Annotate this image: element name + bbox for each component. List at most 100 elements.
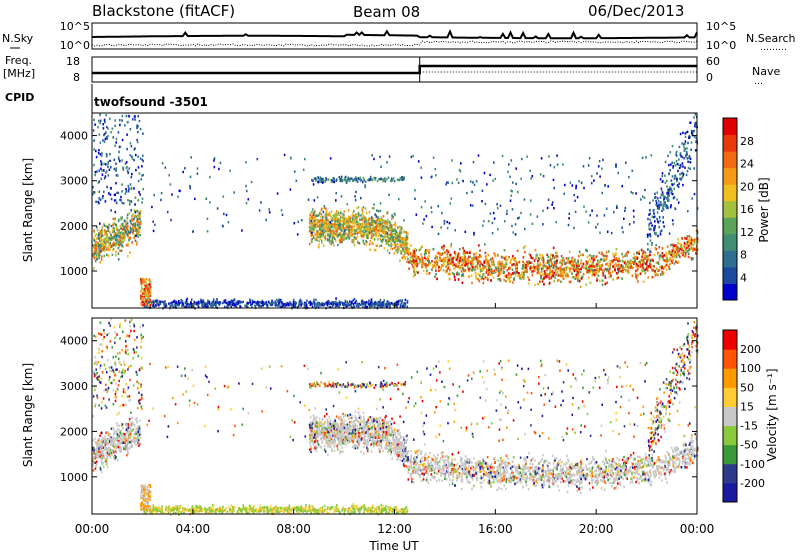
data-point (649, 250, 651, 253)
data-point (139, 214, 141, 218)
data-point (612, 252, 614, 255)
data-point (643, 269, 646, 272)
data-point (555, 265, 557, 268)
data-point (107, 226, 110, 229)
data-point (460, 258, 462, 262)
data-point (347, 220, 349, 223)
data-point (308, 222, 311, 225)
data-point (611, 270, 614, 273)
data-point (408, 267, 410, 270)
data-point (482, 277, 485, 281)
data-point (321, 207, 323, 211)
data-point (154, 304, 157, 307)
data-point (679, 255, 681, 258)
data-point (658, 256, 661, 260)
data-point (215, 303, 217, 306)
data-point (639, 262, 642, 266)
data-point (384, 233, 386, 236)
data-point (369, 248, 371, 251)
data-point (133, 236, 135, 239)
data-point (600, 268, 603, 271)
data-point (364, 180, 367, 183)
data-point (286, 301, 288, 305)
data-point (399, 228, 401, 232)
data-point (138, 223, 141, 227)
data-point (148, 286, 151, 289)
data-point (593, 273, 596, 277)
data-point (251, 305, 253, 308)
data-point (324, 225, 327, 228)
data-point (149, 289, 152, 292)
data-point (202, 301, 204, 305)
data-point (395, 240, 397, 243)
data-point (354, 301, 356, 305)
data-point (555, 254, 558, 258)
data-point (380, 303, 382, 306)
data-point (476, 264, 478, 267)
data-point (405, 243, 408, 246)
data-point (389, 236, 392, 239)
data-point (340, 239, 342, 242)
data-point (103, 245, 106, 249)
data-point (168, 302, 170, 305)
data-point (363, 242, 366, 245)
data-point (673, 262, 676, 265)
data-point (378, 230, 380, 234)
data-point (381, 305, 384, 308)
data-point (233, 302, 235, 306)
data-point (380, 229, 383, 233)
data-point (377, 305, 379, 308)
data-point (313, 230, 315, 233)
data-point (516, 263, 518, 266)
data-point (531, 266, 534, 269)
data-point (328, 303, 331, 306)
data-point (359, 176, 362, 179)
data-point (479, 267, 481, 270)
data-point (274, 301, 276, 304)
data-point (475, 252, 477, 255)
data-point (142, 300, 144, 304)
data-point (303, 303, 306, 306)
data-point (378, 232, 381, 235)
data-point (372, 225, 375, 228)
data-point (400, 235, 402, 238)
data-point (368, 210, 371, 214)
data-point (509, 261, 512, 264)
data-point (149, 284, 151, 287)
data-point (572, 267, 575, 271)
data-point (461, 263, 463, 267)
data-point (362, 234, 365, 237)
data-point (143, 299, 145, 302)
data-point (336, 225, 339, 229)
data-point (406, 242, 409, 245)
data-point (420, 260, 423, 263)
data-point (403, 219, 405, 222)
data-point (500, 268, 503, 271)
data-point (491, 257, 494, 260)
data-point (359, 229, 361, 233)
data-point (406, 247, 409, 250)
data-point (233, 298, 236, 302)
data-point (543, 283, 545, 286)
data-point (401, 300, 403, 303)
data-point (361, 218, 364, 222)
data-point (657, 269, 659, 272)
data-point (404, 298, 407, 302)
data-point (599, 260, 601, 263)
data-point (97, 245, 99, 248)
data-point (403, 241, 406, 244)
data-point (159, 300, 161, 303)
data-point (558, 279, 560, 282)
data-point (597, 264, 600, 267)
data-point (459, 265, 461, 268)
data-point (679, 247, 682, 251)
data-point (335, 227, 337, 230)
data-point (650, 265, 653, 268)
data-point (638, 261, 640, 264)
data-point (505, 255, 507, 258)
data-point (386, 242, 389, 245)
data-point (393, 180, 396, 183)
data-point (599, 264, 602, 267)
data-point (388, 226, 391, 229)
data-point (318, 232, 321, 236)
